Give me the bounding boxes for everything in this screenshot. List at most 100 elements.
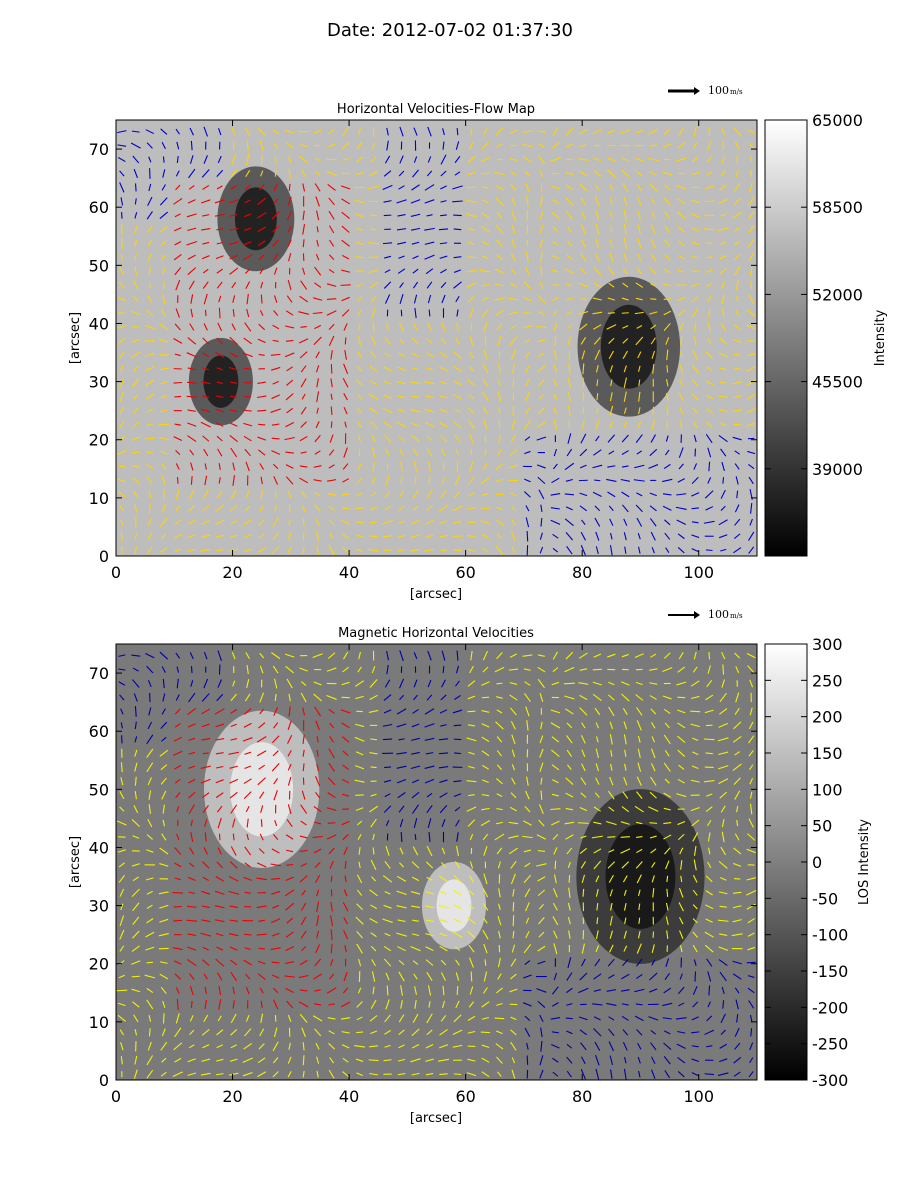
velocity-arrow	[230, 1029, 238, 1036]
velocity-arrow	[620, 821, 630, 825]
velocity-arrow	[538, 143, 545, 148]
velocity-arrow	[498, 364, 501, 374]
velocity-arrow	[188, 489, 195, 500]
velocity-arrow	[539, 748, 544, 758]
velocity-arrow	[371, 308, 376, 318]
velocity-arrow	[663, 834, 672, 840]
velocity-arrow	[481, 1016, 489, 1020]
velocity-arrow	[272, 128, 280, 135]
velocity-arrow	[539, 735, 544, 744]
velocity-arrow	[636, 707, 643, 716]
velocity-arrow	[606, 989, 617, 992]
velocity-arrow	[495, 283, 504, 287]
velocity-arrow	[747, 393, 756, 400]
velocity-arrow	[453, 256, 462, 259]
velocity-arrow	[302, 707, 306, 716]
velocity-arrow	[218, 128, 222, 136]
velocity-arrow	[272, 380, 279, 385]
vector-key-value: 100	[708, 608, 729, 621]
velocity-arrow	[258, 848, 265, 854]
velocity-arrow	[159, 197, 168, 206]
velocity-arrow	[216, 693, 224, 702]
velocity-arrow	[285, 451, 294, 454]
velocity-arrow	[228, 227, 239, 231]
velocity-arrow	[215, 1058, 224, 1062]
velocity-arrow	[581, 350, 586, 360]
velocity-arrow	[550, 507, 560, 510]
velocity-arrow	[566, 324, 572, 330]
velocity-arrow	[707, 832, 711, 842]
velocity-arrow	[328, 506, 335, 511]
velocity-arrow	[356, 393, 363, 400]
velocity-arrow	[144, 352, 156, 357]
velocity-arrow	[719, 184, 728, 191]
velocity-arrow	[622, 875, 628, 883]
velocity-arrow	[649, 448, 658, 457]
x-axis-ticks: 0 20 40 60 80 100	[111, 644, 714, 1106]
velocity-arrow	[608, 350, 614, 359]
velocity-arrow	[551, 477, 560, 484]
velocity-arrow	[189, 1015, 194, 1022]
velocity-arrow	[552, 834, 559, 840]
velocity-arrow	[718, 352, 728, 358]
velocity-arrow	[216, 946, 224, 951]
velocity-arrow	[427, 156, 432, 163]
velocity-arrow	[397, 1058, 406, 1062]
velocity-arrow	[342, 1057, 349, 1063]
velocity-arrow	[231, 651, 236, 660]
velocity-arrow	[649, 505, 657, 512]
velocity-arrow	[637, 211, 641, 220]
velocity-arrow	[369, 506, 378, 511]
velocity-arrow	[523, 280, 532, 290]
velocity-arrow	[398, 971, 405, 982]
velocity-arrow	[495, 127, 504, 136]
velocity-arrow	[383, 421, 393, 428]
velocity-arrow	[356, 820, 363, 826]
velocity-arrow	[369, 679, 378, 688]
velocity-arrow	[608, 1028, 615, 1037]
velocity-arrow	[610, 211, 613, 219]
velocity-arrow	[131, 863, 140, 867]
velocity-arrow	[620, 129, 631, 134]
velocity-arrow	[425, 959, 434, 966]
velocity-arrow	[523, 312, 532, 314]
velocity-arrow	[524, 1015, 531, 1022]
velocity-arrow	[146, 748, 154, 758]
velocity-arrow	[186, 919, 198, 922]
velocity-arrow	[511, 749, 516, 758]
velocity-arrow	[496, 254, 503, 260]
velocity-arrow	[510, 144, 517, 147]
velocity-arrow	[271, 366, 281, 371]
velocity-arrow	[398, 321, 405, 333]
velocity-arrow	[232, 475, 236, 486]
velocity-arrow	[593, 157, 601, 162]
velocity-arrow	[342, 902, 349, 912]
velocity-arrow	[537, 130, 546, 133]
velocity-arrow	[439, 792, 448, 798]
velocity-arrow	[383, 380, 392, 385]
velocity-arrow	[259, 140, 265, 151]
velocity-arrow	[201, 905, 210, 909]
velocity-arrow	[329, 722, 334, 729]
velocity-arrow	[258, 323, 266, 331]
velocity-arrow	[356, 874, 363, 884]
velocity-arrow	[483, 917, 488, 924]
velocity-arrow	[216, 367, 223, 371]
velocity-arrow	[245, 986, 250, 995]
velocity-arrow	[567, 392, 572, 402]
velocity-arrow	[134, 212, 138, 219]
magnetic-title: Magnetic Horizontal Velocities	[338, 626, 534, 641]
velocity-arrow	[118, 874, 125, 883]
y-tick-label: 30	[89, 373, 109, 392]
velocity-arrow	[690, 779, 700, 783]
velocity-arrow	[578, 158, 589, 161]
velocity-arrow	[259, 652, 265, 659]
velocity-arrow	[623, 196, 628, 207]
velocity-arrow	[384, 1014, 391, 1023]
velocity-arrow	[202, 805, 209, 814]
velocity-arrow	[344, 860, 347, 869]
velocity-arrow	[495, 224, 504, 234]
velocity-arrow	[467, 534, 476, 538]
velocity-arrow	[400, 461, 403, 471]
velocity-arrow	[174, 353, 181, 357]
